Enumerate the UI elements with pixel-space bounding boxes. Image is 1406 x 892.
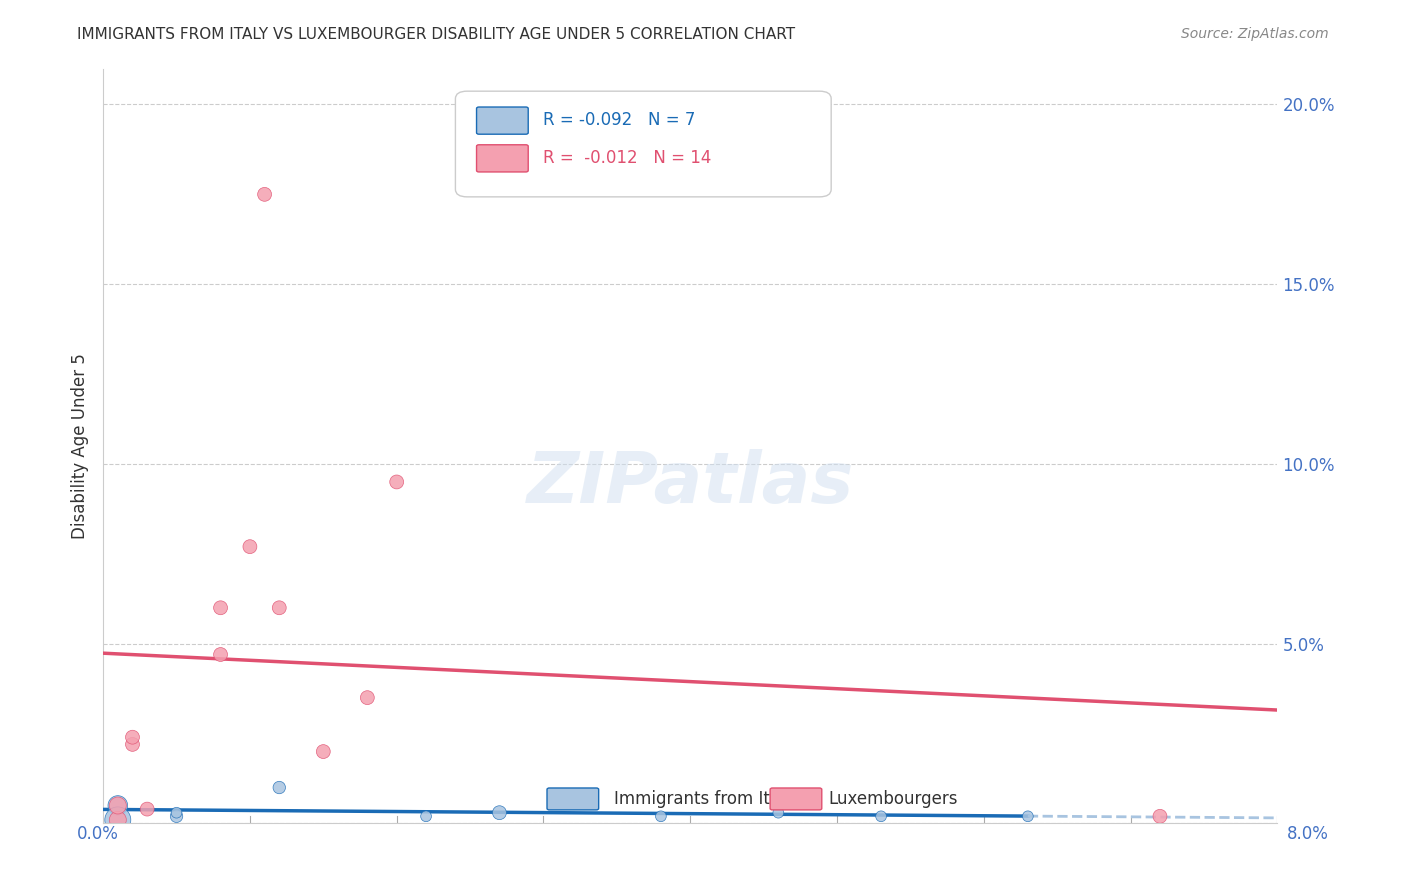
Text: ZIPatlas: ZIPatlas bbox=[527, 450, 853, 518]
Point bbox=[269, 780, 291, 795]
Text: 8.0%: 8.0% bbox=[1286, 825, 1329, 843]
Point bbox=[209, 600, 232, 615]
Point bbox=[107, 813, 129, 827]
Point bbox=[415, 809, 437, 823]
Text: R = -0.092   N = 7: R = -0.092 N = 7 bbox=[544, 111, 696, 128]
Point bbox=[121, 730, 143, 744]
FancyBboxPatch shape bbox=[456, 91, 831, 197]
FancyBboxPatch shape bbox=[547, 788, 599, 810]
Point bbox=[239, 540, 262, 554]
Point bbox=[253, 187, 276, 202]
Point bbox=[650, 809, 672, 823]
Text: Source: ZipAtlas.com: Source: ZipAtlas.com bbox=[1181, 27, 1329, 41]
Text: 0.0%: 0.0% bbox=[77, 825, 120, 843]
Point bbox=[488, 805, 510, 820]
Point bbox=[312, 745, 335, 759]
Point bbox=[269, 600, 291, 615]
Text: IMMIGRANTS FROM ITALY VS LUXEMBOURGER DISABILITY AGE UNDER 5 CORRELATION CHART: IMMIGRANTS FROM ITALY VS LUXEMBOURGER DI… bbox=[77, 27, 796, 42]
FancyBboxPatch shape bbox=[477, 145, 529, 172]
Point bbox=[385, 475, 408, 489]
Point bbox=[121, 738, 143, 752]
Point bbox=[166, 809, 188, 823]
Point bbox=[107, 798, 129, 813]
Text: Immigrants from Italy: Immigrants from Italy bbox=[614, 790, 794, 808]
Point bbox=[1149, 809, 1171, 823]
Point bbox=[768, 805, 790, 820]
Text: Luxembourgers: Luxembourgers bbox=[828, 790, 959, 808]
Point bbox=[356, 690, 378, 705]
Point bbox=[107, 798, 129, 813]
Point bbox=[107, 813, 129, 827]
FancyBboxPatch shape bbox=[770, 788, 821, 810]
Point bbox=[870, 809, 893, 823]
Point bbox=[166, 805, 188, 820]
Point bbox=[136, 802, 159, 816]
Point bbox=[1017, 809, 1039, 823]
Point bbox=[209, 648, 232, 662]
Text: R =  -0.012   N = 14: R = -0.012 N = 14 bbox=[544, 149, 711, 167]
Y-axis label: Disability Age Under 5: Disability Age Under 5 bbox=[72, 353, 89, 539]
FancyBboxPatch shape bbox=[477, 107, 529, 134]
